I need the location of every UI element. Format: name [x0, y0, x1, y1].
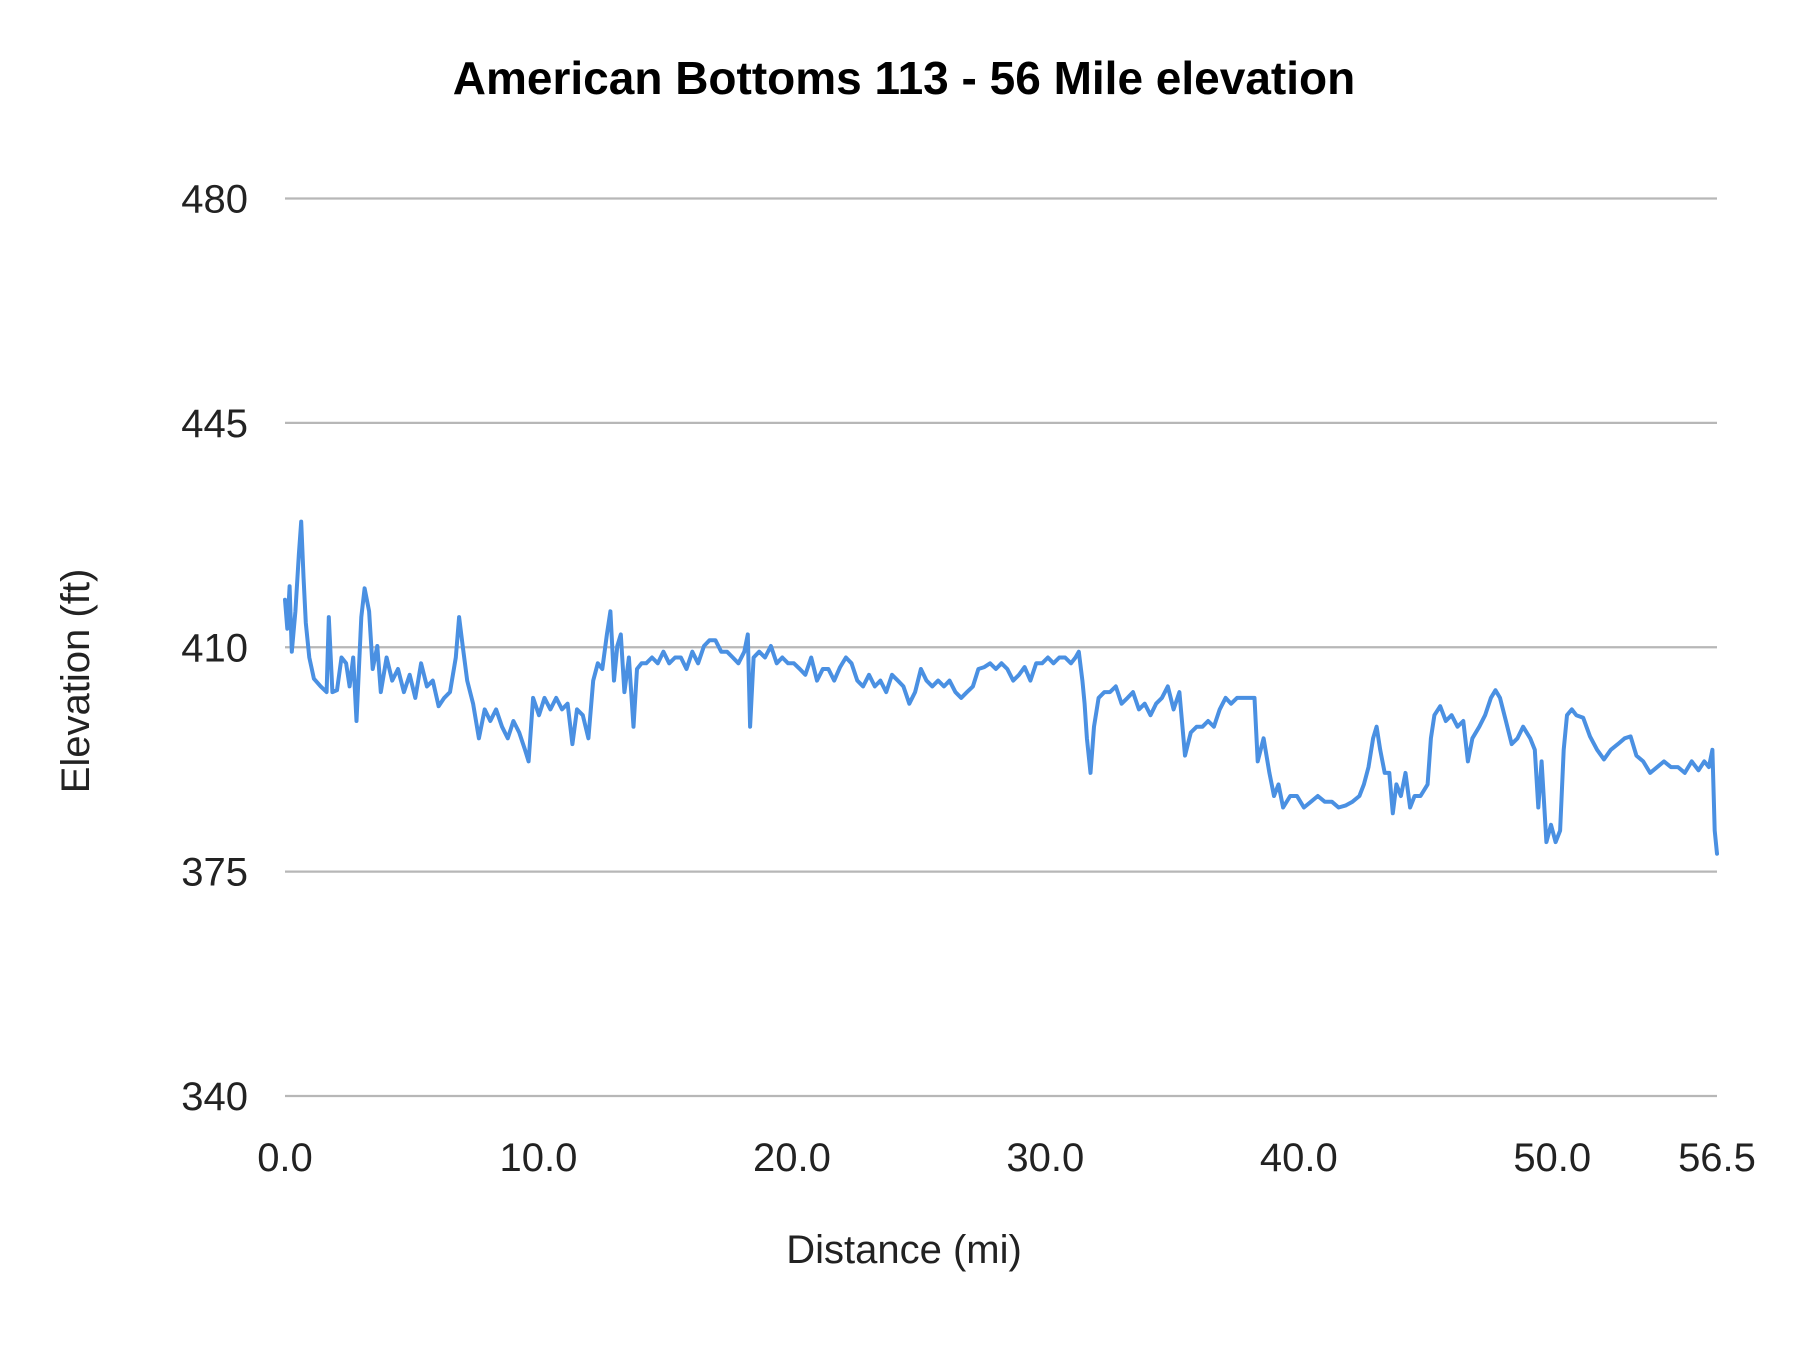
y-tick-label: 340 [181, 1075, 248, 1119]
y-tick-label: 445 [181, 402, 248, 446]
x-tick-label: 40.0 [1260, 1136, 1338, 1180]
series-group [283, 519, 1719, 856]
x-axis-ticks: 0.0 10.0 20.0 30.0 40.0 50.0 56.5 [257, 1136, 1756, 1180]
x-tick-label: 10.0 [500, 1136, 578, 1180]
x-tick-label: 50.0 [1513, 1136, 1591, 1180]
x-tick-label: 20.0 [753, 1136, 831, 1180]
elevation-line [283, 519, 1719, 856]
y-tick-label: 375 [181, 851, 248, 895]
gridlines [285, 197, 1717, 1098]
chart-title: American Bottoms 113 - 56 Mile elevation [453, 52, 1355, 104]
x-tick-label: 30.0 [1006, 1136, 1084, 1180]
x-tick-label: 56.5 [1678, 1136, 1756, 1180]
y-tick-label: 480 [181, 178, 248, 222]
y-axis-ticks: 340 375 410 445 480 [181, 178, 248, 1120]
y-axis-title: Elevation (ft) [54, 569, 98, 794]
x-tick-label: 0.0 [257, 1136, 313, 1180]
y-tick-label: 410 [181, 626, 248, 670]
x-axis-title: Distance (mi) [786, 1228, 1022, 1272]
